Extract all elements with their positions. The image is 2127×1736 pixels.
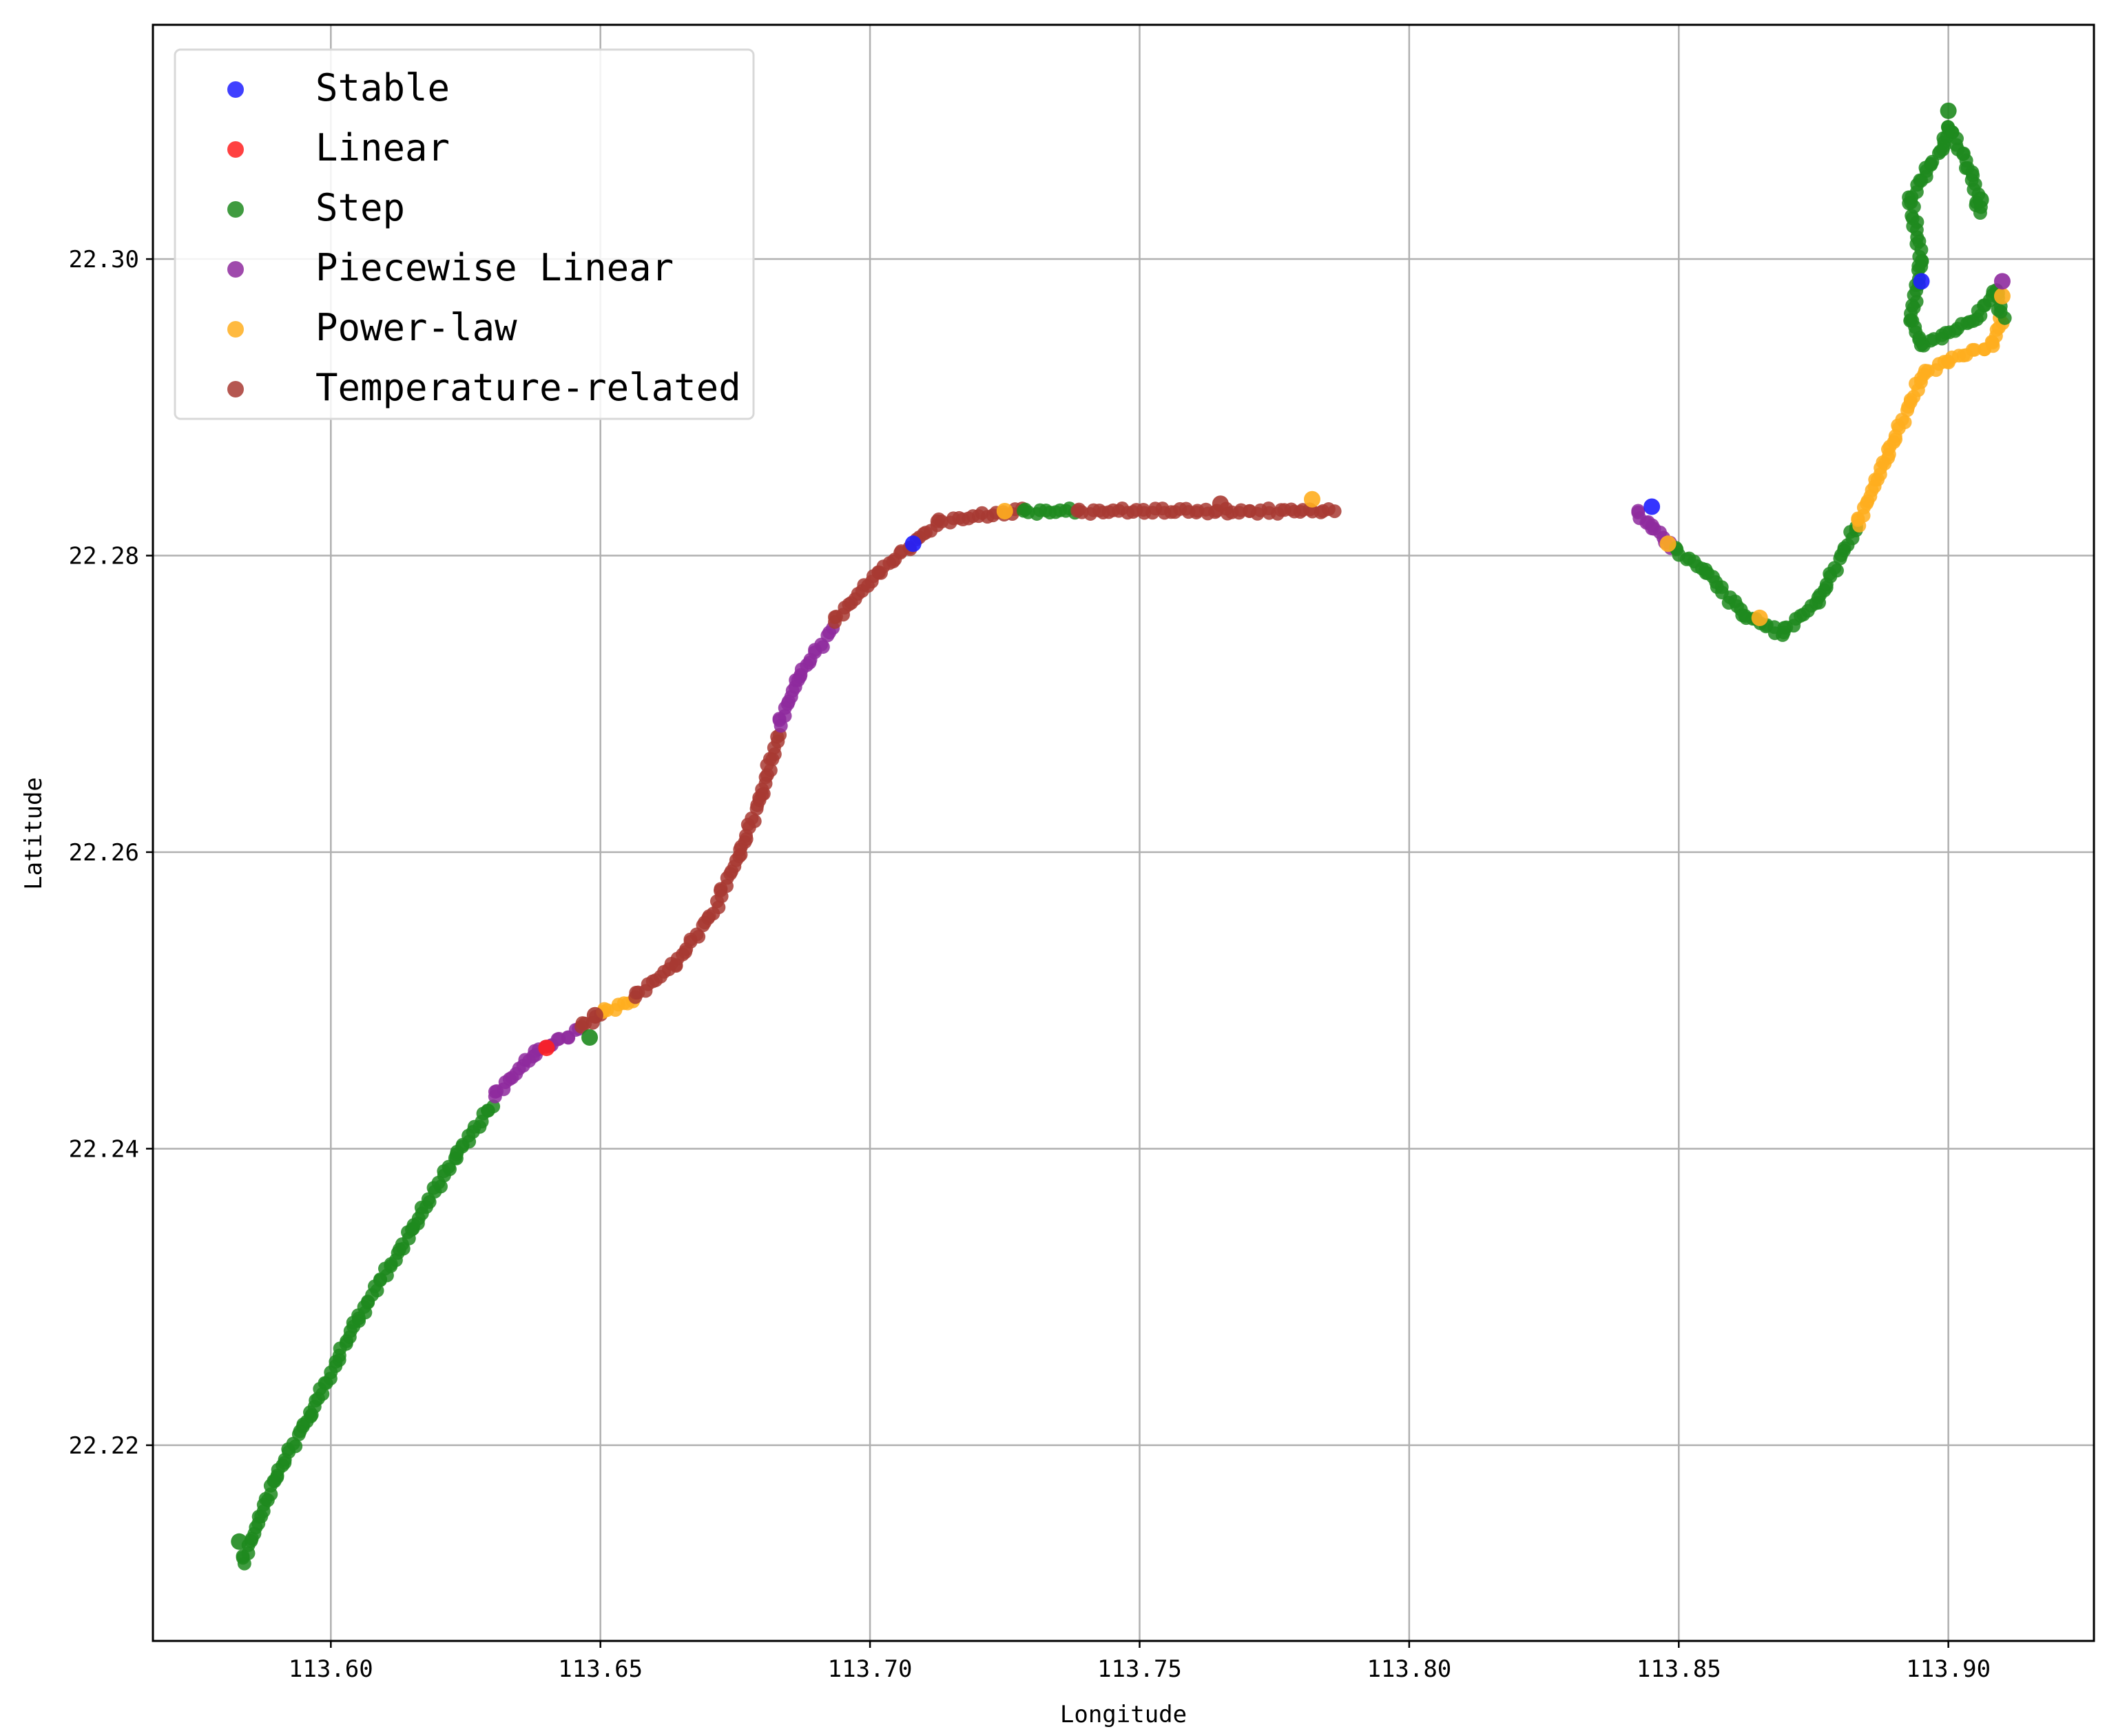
- series-step-segment: [1669, 541, 1790, 642]
- y-tick-label: 22.26: [69, 839, 139, 867]
- legend-item-power-law: Power-law: [227, 306, 517, 349]
- data-point-piecewise-linear: [1993, 273, 2011, 290]
- grid-lines: [153, 25, 2094, 1641]
- data-point-step: [231, 1533, 248, 1550]
- data-point-stable: [1913, 273, 1930, 290]
- data-point-stable: [904, 535, 922, 552]
- legend-marker: [227, 201, 244, 218]
- legend-marker: [227, 141, 244, 158]
- data-point-power-law: [1303, 490, 1320, 508]
- legend-marker: [227, 261, 244, 278]
- legend-marker: [227, 381, 244, 397]
- legend-label: Piecewise Linear: [315, 246, 674, 289]
- y-tick-label: 22.22: [69, 1432, 139, 1460]
- x-tick-label: 113.85: [1637, 1655, 1721, 1683]
- data-points: [231, 102, 2012, 1571]
- data-point-linear: [538, 1040, 555, 1057]
- legend-label: Step: [315, 186, 405, 229]
- legend-item-linear: Linear: [227, 126, 450, 169]
- x-tick-label: 113.80: [1367, 1655, 1451, 1683]
- data-point-power-law: [1993, 287, 2011, 304]
- x-axis-label: Longitude: [1060, 1701, 1187, 1728]
- x-tick-label: 113.65: [558, 1655, 643, 1683]
- legend-label: Temperature-related: [315, 366, 741, 409]
- legend-label: Power-law: [315, 306, 517, 349]
- axis-ticks: 113.60 113.65 113.70 113.75 113.80 113.85 113.…: [69, 246, 1991, 1683]
- data-point-temperature-related: [586, 1006, 603, 1024]
- series-piecewise-linear-segment: [772, 621, 840, 733]
- y-tick-label: 22.30: [69, 246, 139, 273]
- series-power-law-segment: [1851, 371, 1928, 533]
- legend-frame: [174, 48, 755, 420]
- x-tick-label: 113.70: [828, 1655, 913, 1683]
- series-temperature-related-segment: [1070, 502, 1342, 521]
- data-point: [1327, 504, 1342, 519]
- x-tick-label: 113.60: [289, 1655, 373, 1683]
- series-step-segment: [1016, 502, 1082, 521]
- y-axis-label: Latitude: [20, 777, 48, 890]
- data-point-power-law: [1751, 609, 1768, 626]
- legend-label: Linear: [315, 126, 450, 169]
- data-point: [1967, 342, 1982, 357]
- data-point-step: [1940, 102, 1957, 119]
- series-step-segment: [236, 1099, 501, 1571]
- legend-item-piecewise-linear: Piecewise Linear: [227, 246, 674, 289]
- series-temperature-related-segment: [827, 518, 944, 629]
- data-point-step: [1972, 191, 1989, 208]
- legend-item-stable: Stable: [227, 66, 450, 110]
- legend-marker: [227, 321, 244, 338]
- legend-item-step: Step: [227, 186, 405, 229]
- legend: Stable Linear Step Piecewise Linear Power-la…: [174, 48, 755, 420]
- y-tick-label: 22.28: [69, 543, 139, 570]
- series-temperature-related-segment: [628, 894, 726, 1004]
- plot-frame: [152, 23, 2095, 1642]
- y-tick-label: 22.24: [69, 1135, 139, 1163]
- series-temperature-related-segment: [714, 727, 787, 904]
- legend-label: Stable: [315, 66, 450, 110]
- data-point-step: [581, 1029, 599, 1046]
- legend-marker: [227, 81, 244, 98]
- series-power-law-segment: [1917, 311, 2010, 382]
- data-point-power-law: [1659, 535, 1677, 552]
- legend-item-temperature-related: Temperature-related: [227, 366, 741, 409]
- data-point: [1973, 205, 1987, 220]
- data-point-stable: [1643, 498, 1661, 515]
- series-step-segment: [1902, 120, 2012, 353]
- data-point-temperature-related: [1212, 495, 1229, 513]
- data-point-power-law: [996, 502, 1013, 519]
- x-tick-label: 113.90: [1906, 1655, 1991, 1683]
- x-tick-label: 113.75: [1097, 1655, 1182, 1683]
